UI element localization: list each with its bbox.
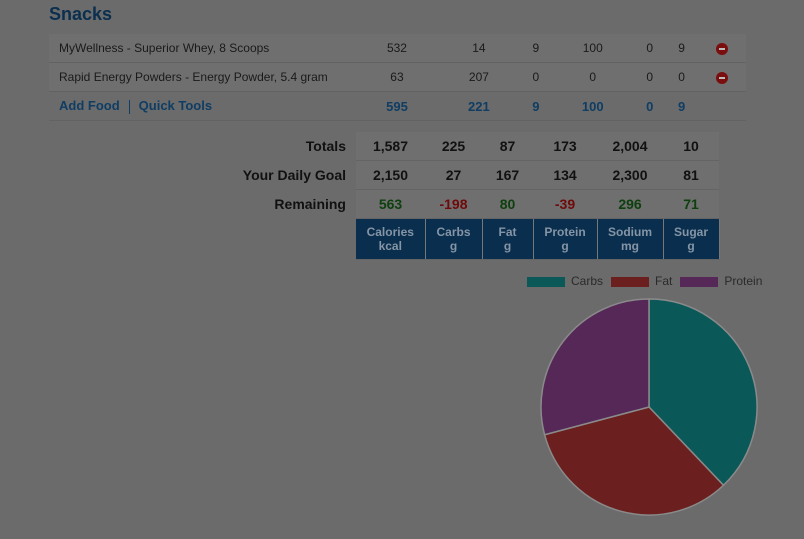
col-protein: Protein g xyxy=(533,218,598,260)
divider xyxy=(128,99,130,114)
food-name[interactable]: Rapid Energy Powders - Energy Powder, 5.… xyxy=(49,62,356,92)
value: 2,300 xyxy=(597,160,663,190)
pie-slice-protein[interactable] xyxy=(540,298,650,436)
value: 296 xyxy=(597,189,663,219)
value: 1,587 xyxy=(356,132,425,161)
pie-slice-fat[interactable] xyxy=(543,406,725,516)
value: 2,004 xyxy=(597,132,663,161)
remaining-row: Remaining 563 -198 80 -39 296 71 xyxy=(230,189,719,219)
pie-slice-carbs[interactable] xyxy=(648,298,758,487)
fat: 9 xyxy=(519,34,552,63)
calories: 63 xyxy=(356,62,438,92)
sodium: 0 xyxy=(633,62,666,92)
col-sodium: Sodium mg xyxy=(597,218,664,260)
calories-sum: 595 xyxy=(356,91,438,121)
protein: 100 xyxy=(551,34,634,63)
chart-legend: Carbs Fat Protein xyxy=(527,274,762,288)
carbs: 14 xyxy=(437,34,520,63)
value: 27 xyxy=(425,160,482,190)
value: 87 xyxy=(482,132,533,161)
legend-protein[interactable]: Protein xyxy=(680,274,762,288)
food-row: MyWellness - Superior Whey, 8 Scoops 532… xyxy=(49,34,746,63)
totals-label: Totals xyxy=(305,138,346,155)
value: 2,150 xyxy=(356,160,425,190)
value: 134 xyxy=(533,160,597,190)
remaining-label: Remaining xyxy=(274,196,346,212)
totals-row: Totals 1,587 225 87 173 2,004 10 xyxy=(230,132,719,161)
remove-icon[interactable] xyxy=(715,42,728,55)
value: 563 xyxy=(356,189,425,219)
value: 71 xyxy=(663,189,719,219)
legend-fat[interactable]: Fat xyxy=(611,274,672,288)
carbs-sum: 221 xyxy=(437,91,520,121)
value: 167 xyxy=(482,160,533,190)
food-table: MyWellness - Superior Whey, 8 Scoops 532… xyxy=(49,34,746,121)
food-name[interactable]: MyWellness - Superior Whey, 8 Scoops xyxy=(49,34,356,63)
value: -39 xyxy=(533,189,597,219)
sugar: 9 xyxy=(665,34,698,63)
col-sugar: Sugar g xyxy=(663,218,720,260)
quick-tools-link[interactable]: Quick Tools xyxy=(138,98,213,114)
macro-pie-chart xyxy=(540,298,758,516)
totals-table: Totals 1,587 225 87 173 2,004 10 Your Da… xyxy=(230,132,720,260)
protein-sum: 100 xyxy=(551,91,634,121)
legend-carbs[interactable]: Carbs xyxy=(527,274,603,288)
value: 173 xyxy=(533,132,597,161)
section-title: Snacks xyxy=(49,4,113,24)
fat: 0 xyxy=(519,62,552,92)
snacks-footer-row: Add Food Quick Tools 595 221 9 100 0 9 xyxy=(49,91,746,121)
sodium: 0 xyxy=(633,34,666,63)
carbs: 207 xyxy=(437,62,520,92)
value: -198 xyxy=(425,189,482,219)
value: 10 xyxy=(663,132,719,161)
protein: 0 xyxy=(551,62,634,92)
goal-row: Your Daily Goal 2,150 27 167 134 2,300 8… xyxy=(230,160,719,190)
col-carbs: Carbs g xyxy=(425,218,483,260)
fat-sum: 9 xyxy=(519,91,552,121)
calories: 532 xyxy=(356,34,438,63)
food-row: Rapid Energy Powders - Energy Powder, 5.… xyxy=(49,62,746,92)
sugar-sum: 9 xyxy=(665,91,698,121)
remove-icon[interactable] xyxy=(715,71,728,84)
value: 80 xyxy=(482,189,533,219)
col-calories: Calories kcal xyxy=(356,218,426,260)
sugar: 0 xyxy=(665,62,698,92)
add-food-link[interactable]: Add Food xyxy=(59,98,120,114)
sodium-sum: 0 xyxy=(633,91,666,121)
value: 225 xyxy=(425,132,482,161)
col-fat: Fat g xyxy=(482,218,534,260)
goal-label: Your Daily Goal xyxy=(242,167,346,183)
value: 81 xyxy=(663,160,719,190)
column-header-row: Calories kcal Carbs g Fat g Protein g Sodium… xyxy=(230,218,720,260)
